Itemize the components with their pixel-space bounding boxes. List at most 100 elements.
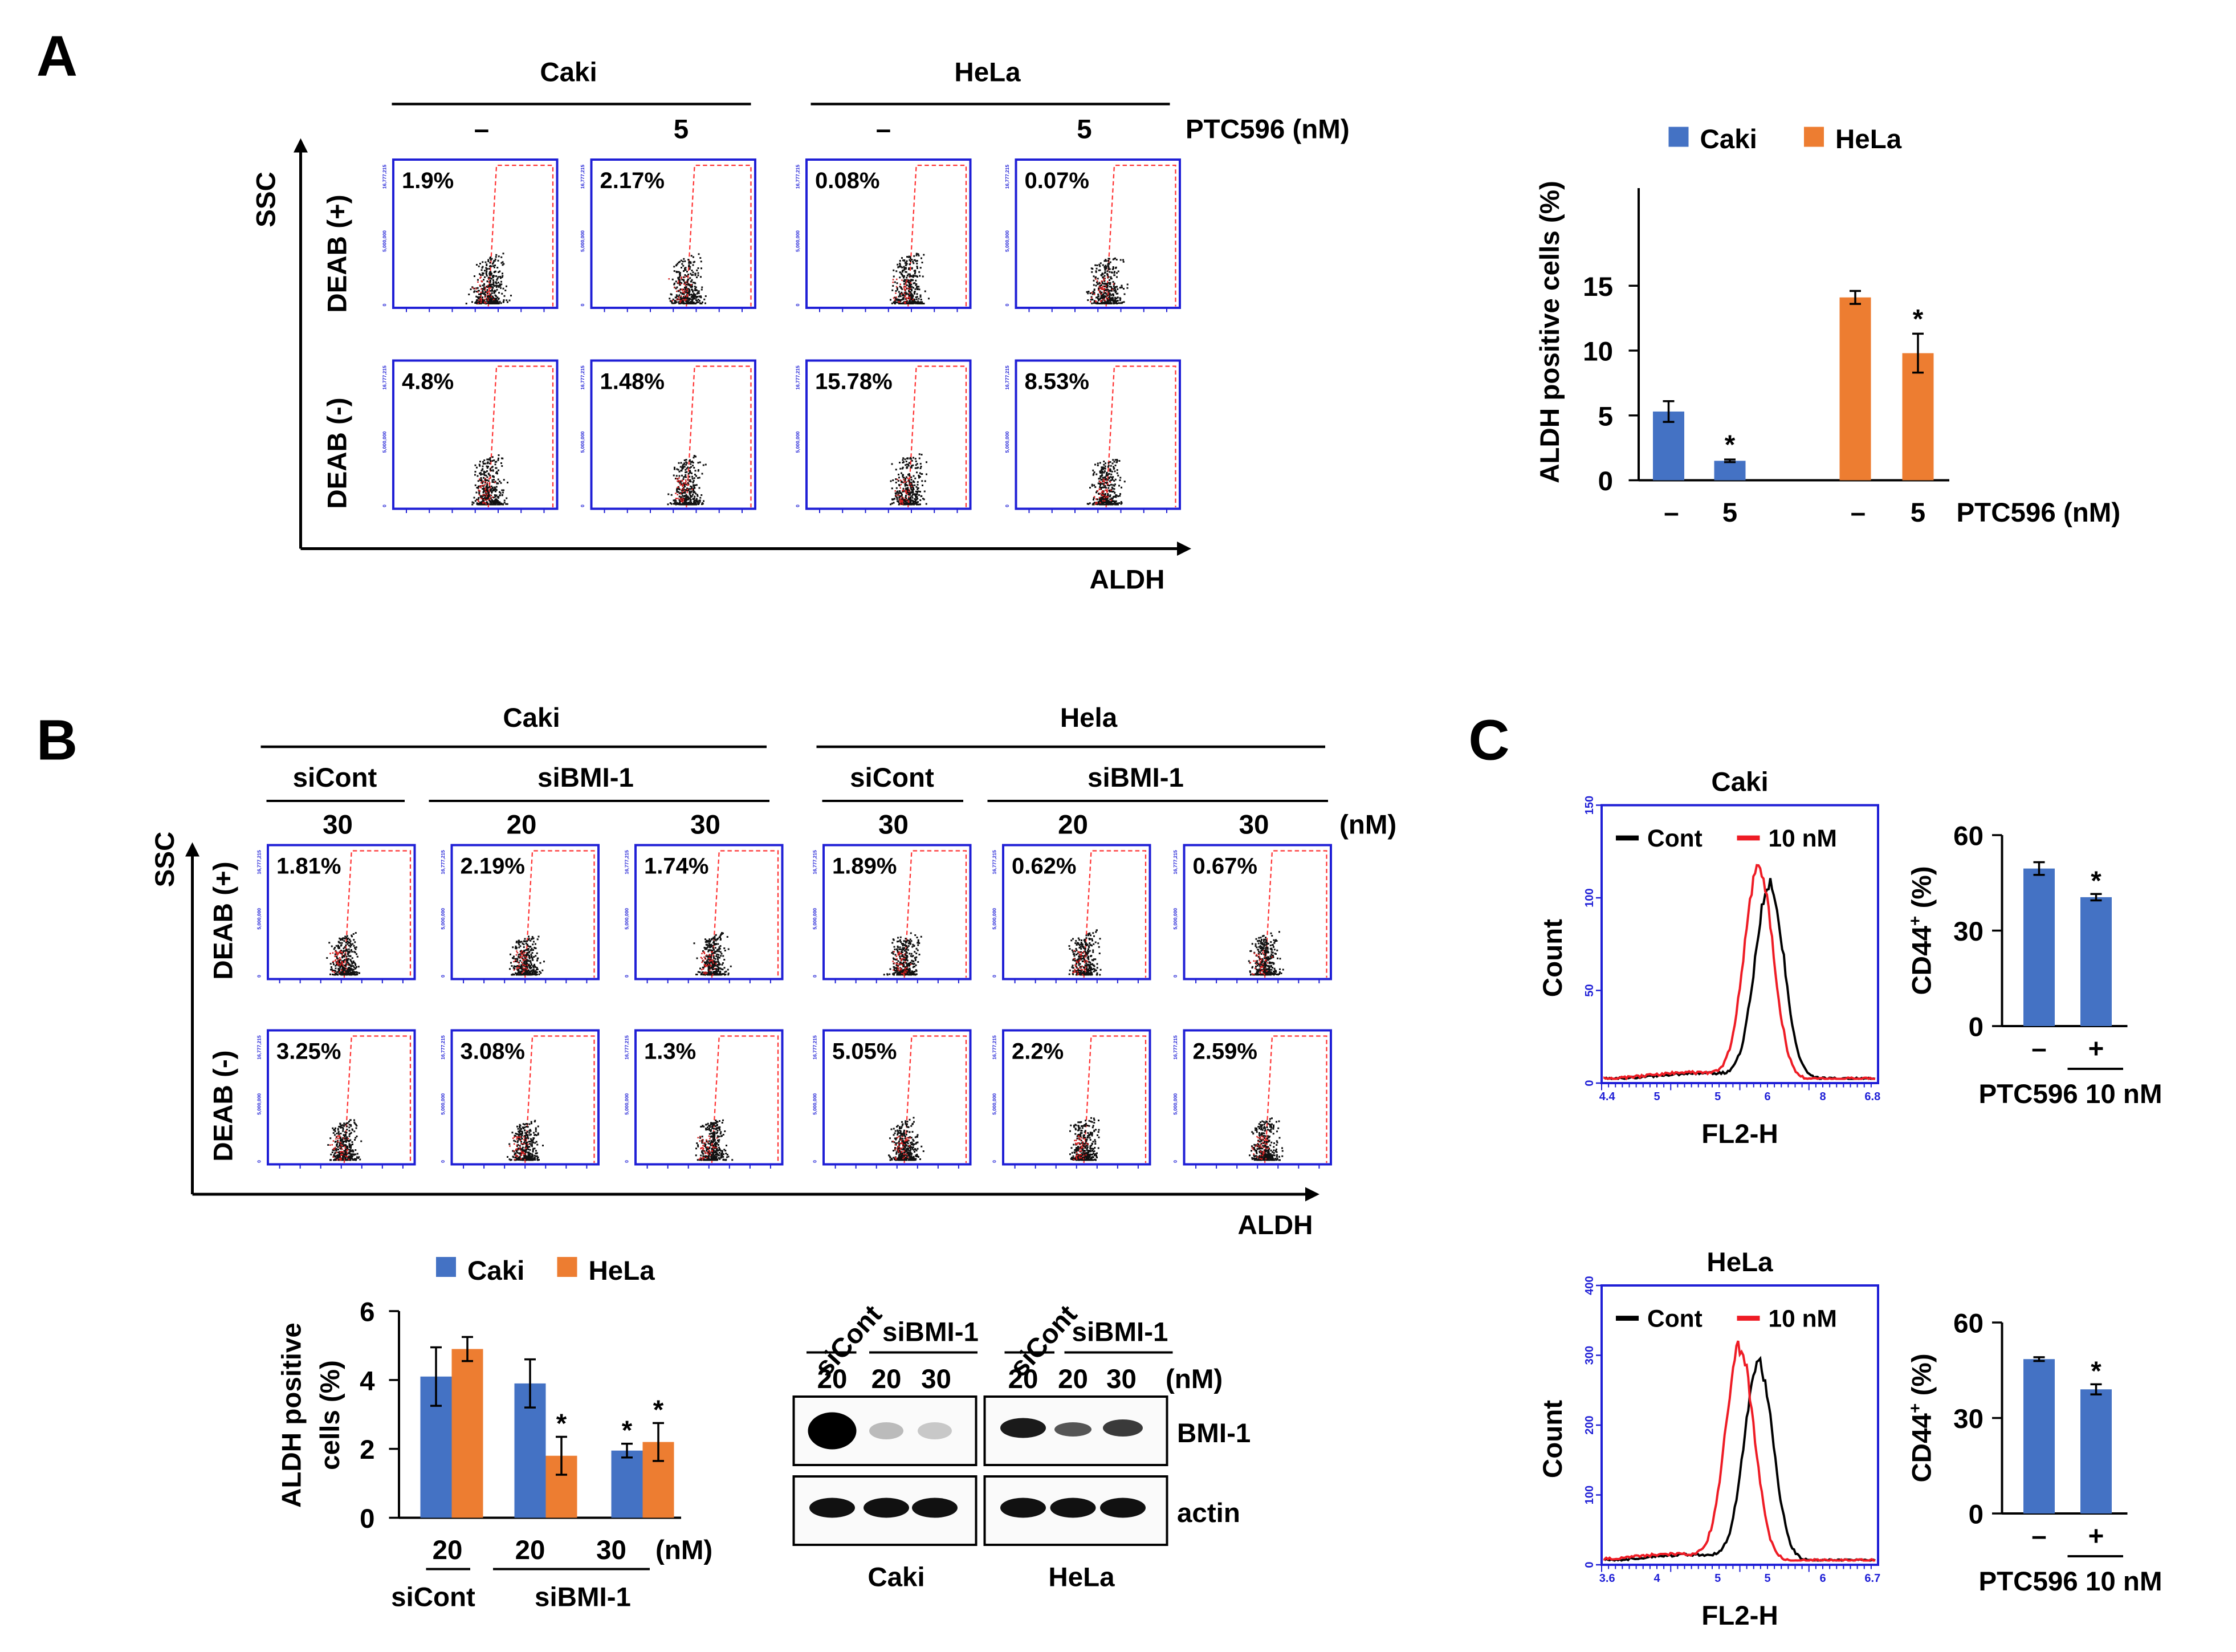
b-deab-plus-label: DEAB (+): [209, 861, 239, 979]
y-axis-tick-labels: 16,777,215 5,000,000 0: [256, 850, 262, 978]
flow-plot-b-deab-plus: 16,777,215 5,000,000 0 1.81%: [256, 844, 416, 983]
b-si-label: siBMI-1: [1088, 763, 1184, 793]
panel-b-hela-label: Hela: [1060, 703, 1118, 733]
event-dots: [327, 1119, 363, 1161]
axis-tick-label: 5,000,000: [624, 908, 630, 930]
y-axis-tick-labels: 16,777,215 5,000,000 0: [1004, 365, 1010, 507]
plot-frame: [634, 1029, 784, 1166]
blot-band: [869, 1422, 903, 1439]
x-axis-ticks: [646, 1164, 771, 1169]
x-axis-ticks: [1028, 308, 1167, 312]
event-dots-black: [1086, 257, 1129, 304]
b-chart-y-tick-label: 0: [360, 1504, 374, 1534]
hist-x-ticks: [1601, 1083, 1872, 1091]
event-dots: [465, 253, 512, 304]
legend-cont: Cont: [1647, 825, 1703, 852]
blot-sibmi-caki: siBMI-1: [882, 1317, 979, 1348]
b-legend-hela: HeLa: [589, 1256, 655, 1286]
x-axis-ticks: [834, 1164, 959, 1169]
panel-a-hela-label: HeLa: [954, 58, 1021, 88]
a-chart-bar: [1714, 461, 1746, 481]
a-chart-error-bar: [1850, 290, 1861, 305]
axis-tick-label: 16,777,215: [382, 365, 388, 390]
blot-band: [1050, 1498, 1096, 1518]
conc-label: –: [876, 115, 891, 145]
plot-frame: [805, 359, 972, 510]
axis-tick-label: 5,000,000: [1004, 431, 1010, 453]
flow-plot-a-deab-minus: 16,777,215 5,000,000 0 4.8%: [382, 359, 559, 513]
b-legend-hela-swatch: [557, 1257, 577, 1277]
event-dots: [693, 932, 732, 976]
y-axis-tick-labels: 16,777,215 5,000,000 0: [812, 850, 818, 978]
flow-plot-b-deab-minus: 16,777,215 5,000,000 0 1.3%: [624, 1029, 784, 1169]
event-dots-red: [1249, 950, 1273, 975]
x-axis-ticks: [819, 508, 958, 513]
plot-frame: [822, 1029, 972, 1166]
hist-curve-treat: [1603, 1340, 1876, 1562]
axis-tick-label: 16,777,215: [580, 164, 585, 189]
b-si-label: siCont: [850, 763, 934, 793]
blot-band: [1103, 1419, 1143, 1437]
gate-percentage: 2.2%: [1012, 1039, 1064, 1064]
x-axis-ticks: [279, 1164, 404, 1169]
plot-frame: [392, 359, 559, 510]
gate-percentage: 3.08%: [461, 1039, 525, 1064]
blot-band: [1100, 1498, 1146, 1518]
event-dots-red: [1093, 478, 1112, 505]
flow-plot-b-deab-plus: 16,777,215 5,000,000 0 1.89%: [812, 844, 972, 983]
x-axis-ticks: [834, 979, 959, 983]
plot-frame: [267, 844, 416, 980]
event-dots: [326, 932, 360, 976]
axis-tick-label: 0: [992, 1160, 997, 1163]
x-axis-ticks: [604, 308, 743, 312]
gate-percentage: 8.53%: [1025, 369, 1089, 394]
c-caki-chart-y-tick-label: 0: [1969, 1012, 1984, 1043]
b-chart-error-bar: [430, 1346, 442, 1407]
axis-tick-label: 5,000,000: [992, 1093, 997, 1115]
y-axis-tick-labels: 16,777,215 5,000,000 0: [992, 850, 997, 978]
c-caki-chart-y-label: CD44+ (%): [1906, 866, 1937, 995]
gate-percentage: 1.74%: [644, 854, 708, 879]
y-axis-tick-labels: 16,777,215 5,000,000 0: [382, 365, 388, 507]
flow-plot-a-deab-plus: 16,777,215 5,000,000 0 2.17%: [580, 158, 756, 312]
hist-title: HeLa: [1706, 1247, 1773, 1277]
figure-content: A Caki HeLa – 5 – 5 PTC596 (nM) SSC ALDH DEAB (+) D…: [36, 25, 2162, 1631]
b-chart-y-tick-label: 4: [360, 1366, 375, 1396]
b-chart-y-tick-label: 6: [360, 1297, 374, 1328]
x-axis-ticks: [819, 308, 958, 312]
gate-percentage: 2.17%: [600, 168, 665, 193]
axis-tick-label: 0: [256, 1160, 262, 1163]
c-caki-chart-error-bar: [2090, 893, 2102, 902]
axis-tick-label: 5,000,000: [1004, 230, 1010, 252]
b-nm-label: (nM): [1339, 810, 1396, 840]
c-hela-chart-y-label: CD44+ (%): [1906, 1353, 1937, 1482]
b-conc-label: 20: [507, 810, 537, 840]
axis-tick-label: 0: [1004, 504, 1010, 507]
axis-tick-label: 5,000,000: [382, 431, 388, 453]
event-dots-red: [700, 951, 717, 975]
hist-x-tick-label: 5: [1764, 1572, 1770, 1585]
gate-percentage: 4.8%: [402, 369, 454, 394]
y-axis-tick-labels: 16,777,215 5,000,000 0: [580, 365, 585, 507]
hist-fl2h-label: FL2-H: [1701, 1601, 1778, 1631]
flow-plot-b-deab-plus: 16,777,215 5,000,000 0 1.74%: [624, 844, 784, 983]
blot-band: [864, 1498, 909, 1518]
b-aldh-arrowhead: [1305, 1187, 1319, 1202]
legend-treat: 10 nM: [1769, 825, 1837, 852]
b-chart-x-conc: 20: [515, 1535, 545, 1565]
axis-tick-label: 16,777,215: [256, 1035, 262, 1060]
flow-plot-a-deab-minus: 16,777,215 5,000,000 0 15.78%: [795, 359, 972, 513]
b-ssc-arrowhead: [185, 842, 199, 857]
x-axis-ticks: [1014, 979, 1139, 983]
a-chart-significance: *: [1913, 304, 1924, 334]
b-chart-y-label-2: cells (%): [315, 1360, 345, 1470]
axis-tick-label: 0: [992, 975, 997, 978]
ssc-label: SSC: [251, 172, 282, 227]
axis-tick-label: 5,000,000: [256, 908, 262, 930]
event-dots-black: [890, 253, 930, 304]
legend-treat: 10 nM: [1769, 1306, 1837, 1333]
c-caki-chart-x-label: +: [2088, 1033, 2104, 1064]
axis-tick-label: 16,777,215: [624, 850, 630, 874]
c-caki-chart-error-bar: [2033, 861, 2045, 876]
axis-tick-label: 0: [624, 1160, 630, 1163]
